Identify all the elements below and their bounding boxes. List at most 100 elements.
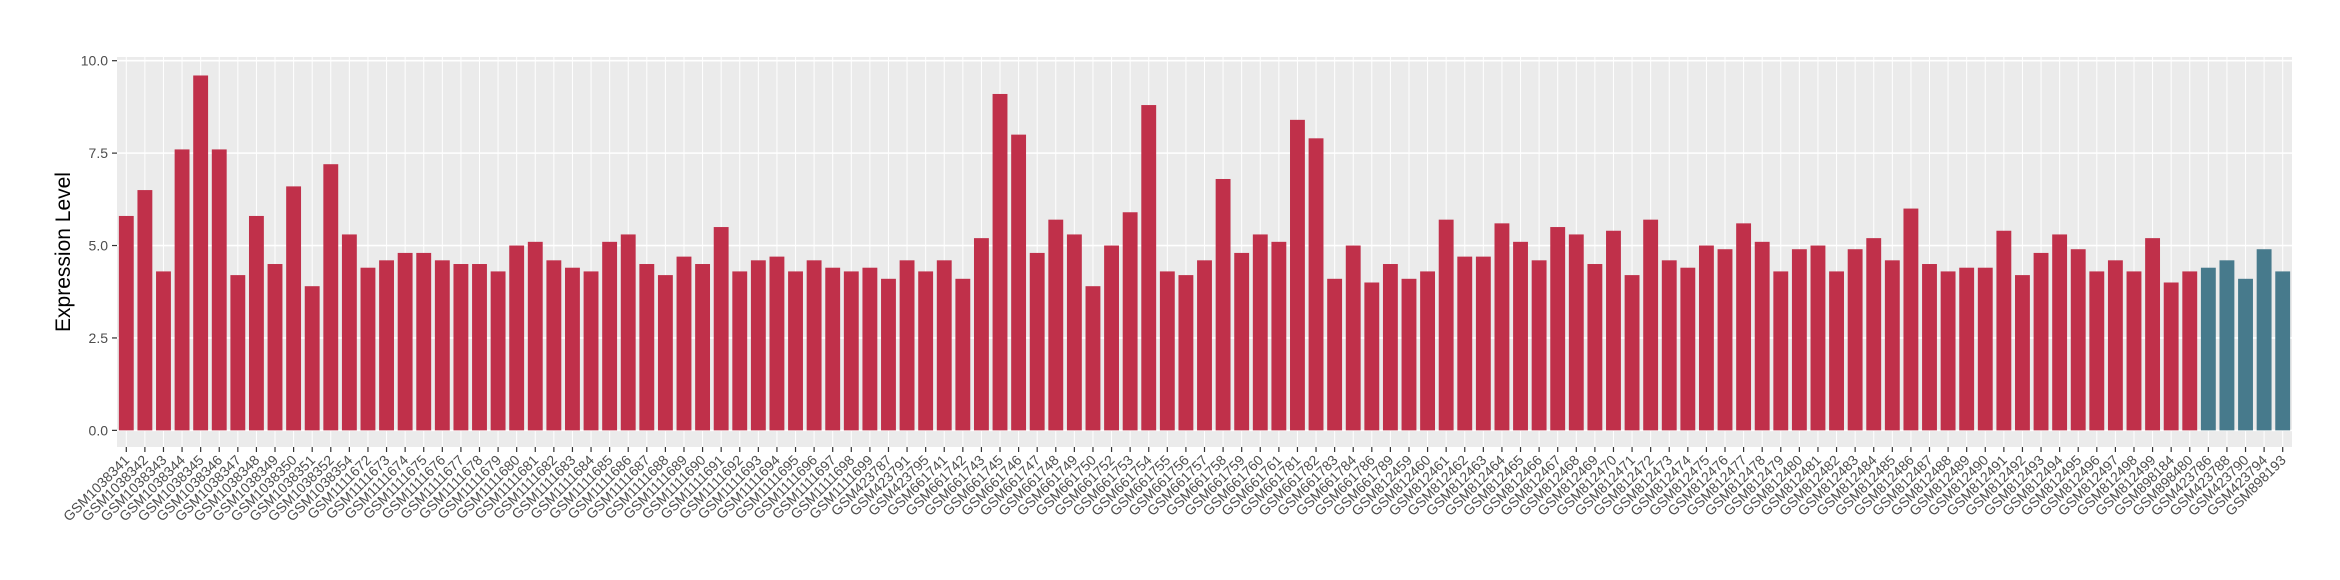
bar xyxy=(620,234,636,431)
bar xyxy=(2107,260,2123,431)
bar xyxy=(1494,223,1510,431)
bar xyxy=(1959,267,1975,431)
bar xyxy=(1698,245,1714,431)
bar xyxy=(1866,238,1882,431)
bar xyxy=(1457,256,1473,431)
bar xyxy=(137,190,153,431)
bar xyxy=(1252,234,1268,431)
bar xyxy=(695,264,711,431)
bar xyxy=(2089,271,2105,431)
bar xyxy=(992,93,1008,431)
bar xyxy=(1903,208,1919,431)
bar xyxy=(750,260,766,431)
bar xyxy=(2219,260,2235,431)
bar xyxy=(1420,271,1436,431)
bar xyxy=(2200,267,2216,431)
bar xyxy=(1754,241,1770,431)
bar xyxy=(973,238,989,431)
bar xyxy=(1104,245,1119,431)
bar xyxy=(732,271,748,431)
bar xyxy=(341,234,357,431)
bar xyxy=(1048,219,1064,431)
bar xyxy=(788,271,803,431)
bar xyxy=(1661,260,1677,431)
bar xyxy=(1382,264,1398,431)
bar xyxy=(1922,264,1937,431)
bar xyxy=(509,245,525,431)
bar xyxy=(2070,249,2086,431)
y-tick-label: 5.0 xyxy=(89,238,109,254)
bar xyxy=(1178,275,1194,431)
bar xyxy=(1011,134,1027,431)
bar xyxy=(211,149,227,431)
bar xyxy=(899,260,915,431)
bar xyxy=(156,271,171,431)
y-tick-label: 10.0 xyxy=(81,53,108,69)
bar xyxy=(1773,271,1789,431)
bar xyxy=(174,149,190,431)
bar xyxy=(862,267,878,431)
bar xyxy=(304,286,320,431)
bar xyxy=(825,267,841,431)
bar xyxy=(2238,278,2253,431)
bar xyxy=(434,260,450,431)
bar xyxy=(193,75,209,431)
bar xyxy=(769,256,785,431)
bar xyxy=(602,241,618,431)
bar xyxy=(1587,264,1603,431)
bar xyxy=(1308,138,1324,431)
bar xyxy=(1122,212,1138,431)
bar xyxy=(1680,267,1696,431)
bar xyxy=(1085,286,1101,431)
bar xyxy=(1513,241,1528,431)
bar xyxy=(1791,249,1807,431)
bar xyxy=(1884,260,1900,431)
bar xyxy=(1215,178,1231,431)
bar xyxy=(379,260,394,431)
bar xyxy=(1606,230,1621,431)
bar xyxy=(118,215,134,431)
bar xyxy=(1327,278,1343,431)
bar xyxy=(453,264,469,431)
bar xyxy=(639,264,655,431)
bar xyxy=(806,260,822,431)
bar xyxy=(955,278,971,431)
bar xyxy=(565,267,580,431)
bar xyxy=(1977,267,1993,431)
bar xyxy=(2015,275,2030,431)
bar xyxy=(2163,282,2179,431)
bar xyxy=(1364,282,1380,431)
bar xyxy=(1624,275,1640,431)
bar xyxy=(472,264,487,431)
bar xyxy=(2182,271,2198,431)
bar xyxy=(360,267,376,431)
bar xyxy=(1029,252,1045,431)
bar xyxy=(713,227,729,431)
bar xyxy=(1996,230,2012,431)
bar xyxy=(230,275,246,431)
bar xyxy=(323,164,339,431)
bar xyxy=(1736,223,1752,431)
bar xyxy=(416,252,432,431)
bar xyxy=(1940,271,1956,431)
bar xyxy=(843,271,859,431)
bar xyxy=(490,271,506,431)
bar xyxy=(397,252,413,431)
bar xyxy=(1438,219,1454,431)
bar xyxy=(1401,278,1417,431)
bar xyxy=(1234,252,1250,431)
bar xyxy=(1141,105,1157,431)
y-tick-label: 2.5 xyxy=(89,330,109,346)
bar xyxy=(881,278,896,431)
bar xyxy=(1810,245,1826,431)
bar xyxy=(1717,249,1733,431)
bar xyxy=(248,215,264,431)
bar xyxy=(2126,271,2142,431)
bar xyxy=(936,260,952,431)
bar xyxy=(918,271,934,431)
bar xyxy=(1568,234,1584,431)
bar xyxy=(1159,271,1175,431)
bar xyxy=(2145,238,2161,431)
bar xyxy=(267,264,283,431)
